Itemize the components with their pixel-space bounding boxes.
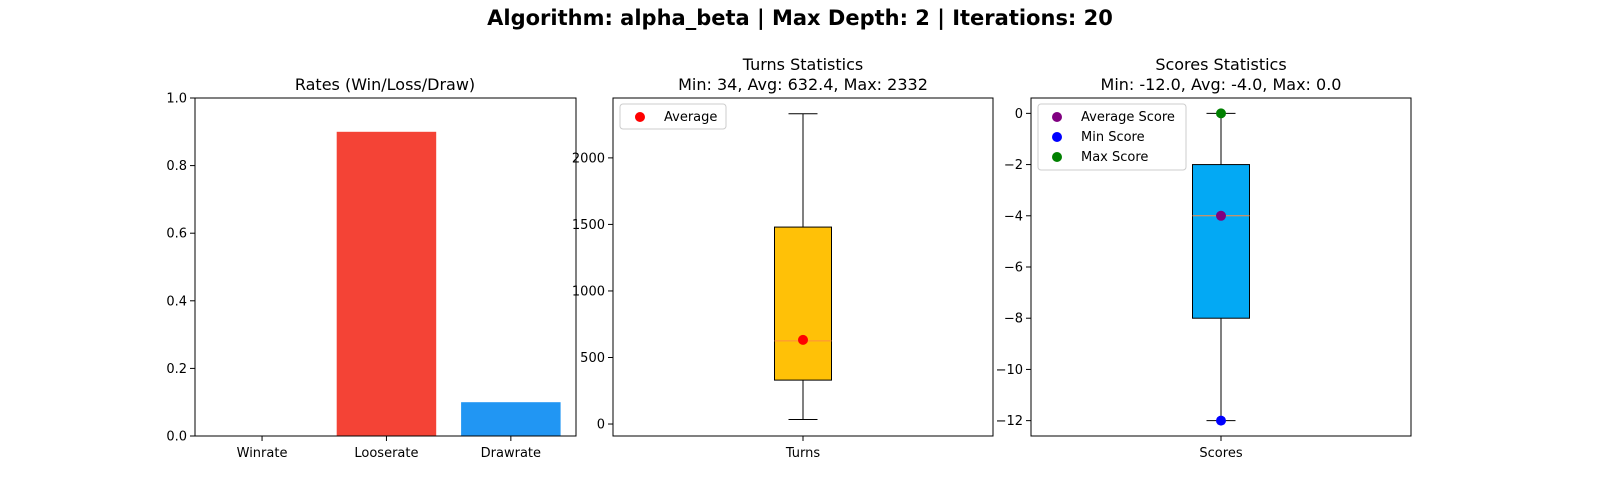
scores-legend-marker-max [1052,152,1062,162]
turns-legend-marker [635,112,645,122]
scores-y-tick-label: 0 [1015,107,1023,122]
scores-legend-label-min: Min Score [1081,130,1145,145]
scores-legend-label-max: Max Score [1081,150,1148,165]
scores-y-tick-label: −12 [996,414,1023,429]
turns-boxplot [774,113,832,420]
scores-title: Scores Statistics [1155,55,1286,74]
rates-x-tick-label: Looserate [354,446,418,461]
rates-bar-looserate [336,131,437,437]
rates-x-tick-label: Winrate [237,446,288,461]
rates-axes-frame [194,97,577,437]
rates-x-tick-label: Drawrate [481,446,541,461]
scores-marker-max-score [1216,108,1226,119]
turns-box [774,226,832,381]
rates-title: Rates (Win/Loss/Draw) [295,75,475,94]
scores-y-tick-label: −6 [1004,261,1023,276]
turns-y-tick-label: 1500 [572,218,605,233]
scores-marker-min-score [1216,415,1226,426]
turns-y-tick-label: 2000 [572,151,605,166]
scores-x-ticks: Scores [1199,436,1243,461]
scores-y-tick-label: −10 [996,363,1023,378]
scores-legend-marker-average [1052,112,1062,122]
rates-x-ticks: Winrate Looserate Drawrate [237,436,541,461]
scores-legend-box [1037,103,1187,171]
rates-y-tick-label: 0.4 [166,294,187,309]
turns-x-ticks: Turns [785,436,821,461]
scores-legend: Average Score Min Score Max Score [1037,103,1187,171]
figure-suptitle: Algorithm: alpha_beta | Max Depth: 2 | I… [487,6,1113,30]
scores-boxplot [1192,108,1250,426]
scores-box [1192,164,1250,319]
turns-subtitle: Min: 34, Avg: 632.4, Max: 2332 [678,75,928,94]
turns-panel: Turns Statistics Min: 34, Avg: 632.4, Ma… [572,55,994,461]
rates-y-ticks: 0.0 0.2 0.4 0.6 0.8 1.0 [166,92,195,445]
scores-y-tick-label: −8 [1004,312,1023,327]
scores-legend-marker-min [1052,132,1062,142]
rates-bar-drawrate [461,402,561,436]
rates-y-tick-label: 0.2 [166,362,187,377]
scores-marker-average-score [1216,210,1226,221]
turns-x-tick-label: Turns [785,446,821,461]
rates-y-tick-label: 0.6 [166,227,187,242]
turns-y-tick-label: 1000 [572,284,605,299]
turns-y-tick-label: 500 [580,351,605,366]
scores-y-tick-label: −2 [1004,158,1023,173]
scores-y-ticks: 0 −2 −4 −6 −8 −10 −12 [996,107,1031,429]
turns-legend: Average [619,103,727,130]
scores-subtitle: Min: -12.0, Avg: -4.0, Max: 0.0 [1101,75,1342,94]
scores-y-tick-label: −4 [1004,209,1023,224]
rates-y-tick-label: 0.8 [166,159,187,174]
turns-legend-label: Average [664,110,717,125]
rates-panel: Rates (Win/Loss/Draw) 0.0 0.2 0.4 0.6 0.8 1.0… [166,75,577,461]
rates-y-tick-label: 1.0 [166,92,187,107]
turns-legend-box [619,103,727,130]
scores-legend-label-average: Average Score [1081,110,1175,125]
turns-title: Turns Statistics [742,55,863,74]
turns-y-ticks: 0 500 1000 1500 2000 [572,151,613,433]
scores-x-tick-label: Scores [1199,446,1242,461]
turns-marker-average [798,334,808,345]
turns-y-tick-label: 0 [597,418,605,433]
rates-bars [336,131,561,437]
rates-y-tick-label: 0.0 [166,430,187,445]
scores-panel: Scores Statistics Min: -12.0, Avg: -4.0,… [996,55,1412,461]
